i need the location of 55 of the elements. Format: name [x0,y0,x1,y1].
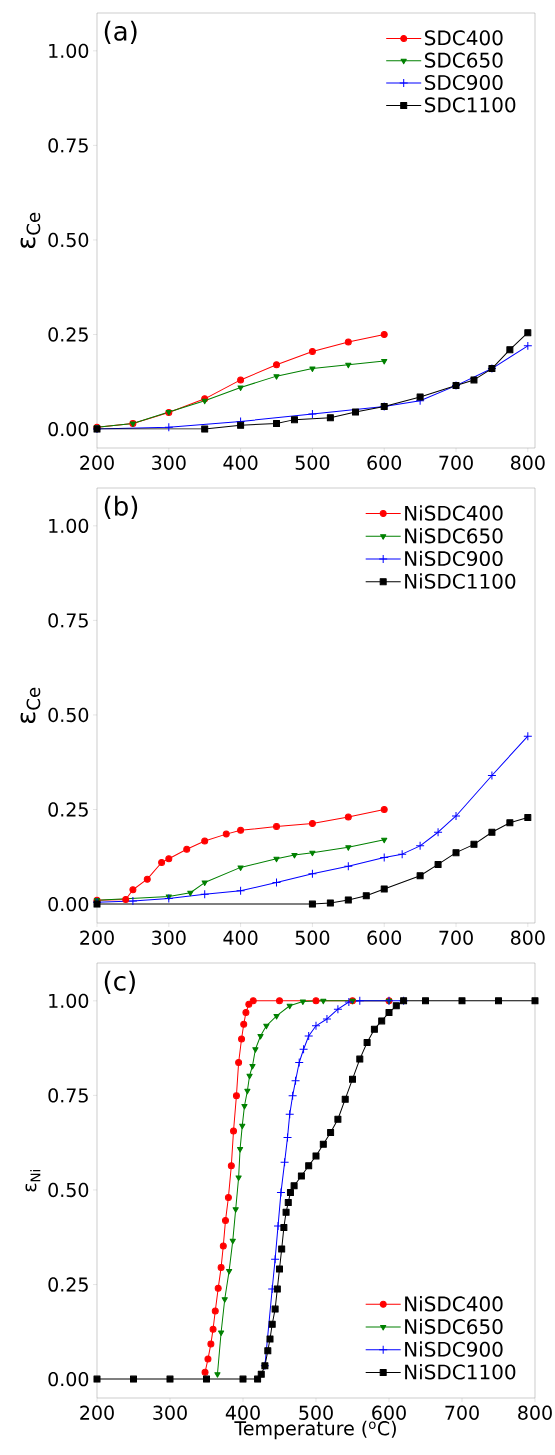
x-tick-label: 200 [80,930,114,945]
y-tick-label: 0.25 [48,1277,88,1292]
x-tick-label: 600 [367,455,402,470]
y-tick-label: 0.50 [48,232,89,248]
x-tick-label: 600 [367,930,402,945]
y-tick-label: 0.25 [48,802,88,817]
y-tick-label: 0.25 [48,327,88,342]
x-axis-title: Temperature ($^{o}$C) [234,1420,396,1440]
x-tick-label: 200 [80,1405,114,1420]
y-tick-label: 1.00 [49,43,89,59]
y-tick-label: 1.00 [49,993,89,1009]
legend-label: NiSDC400 [405,505,503,521]
legend-label: SDC400 [425,30,503,46]
legend-label: SDC1100 [425,97,516,113]
y-axis-title: ε$_{Ni}$ [25,1170,41,1192]
x-tick-label: 400 [223,455,258,470]
x-tick-label: 700 [439,455,473,470]
annotation: (a) [104,20,137,44]
y-axis-title: ε$_{Ce}$ [20,687,41,724]
y-tick-label: 1.00 [49,518,89,534]
y-axis-title: ε$_{Ce}$ [20,212,41,249]
y-tick-label: 0.00 [48,421,89,437]
y-tick-label: 0.50 [48,1182,89,1198]
x-tick-label: 800 [510,930,545,945]
x-tick-label: 500 [299,1405,333,1420]
annotation: (b) [104,495,138,519]
x-tick-label: 800 [510,455,545,470]
y-tick-label: 0.50 [48,707,89,723]
legend-label: NiSDC1100 [405,1364,516,1380]
x-tick-label: 300 [152,930,186,945]
x-tick-label: 500 [295,455,330,470]
legend-label: SDC650 [425,52,503,68]
legend-label: NiSDC400 [405,1295,503,1312]
y-tick-label: 0.75 [48,138,88,153]
legend-label: NiSDC1100 [405,573,516,589]
legend-label: NiSDC900 [405,1341,503,1357]
x-tick-label: 500 [295,930,330,945]
y-tick-label: 0.00 [48,1371,89,1387]
legend-label: NiSDC650 [405,1318,503,1335]
x-tick-label: 400 [225,1405,260,1420]
x-tick-label: 200 [80,455,114,470]
x-tick-label: 800 [518,1405,552,1420]
x-tick-label: 300 [152,455,186,470]
y-tick-label: 0.00 [48,896,89,912]
legend-label: NiSDC650 [405,527,503,544]
annotation: (c) [104,970,135,994]
legend-label: NiSDC900 [405,550,503,567]
legend-label: SDC900 [425,74,503,91]
y-tick-label: 0.75 [48,613,88,628]
x-tick-label: 400 [223,930,258,945]
y-tick-label: 0.75 [48,1088,88,1103]
x-tick-label: 600 [372,1405,406,1420]
x-tick-label: 700 [445,1405,479,1420]
x-tick-label: 700 [439,930,473,945]
x-tick-label: 300 [153,1405,187,1420]
